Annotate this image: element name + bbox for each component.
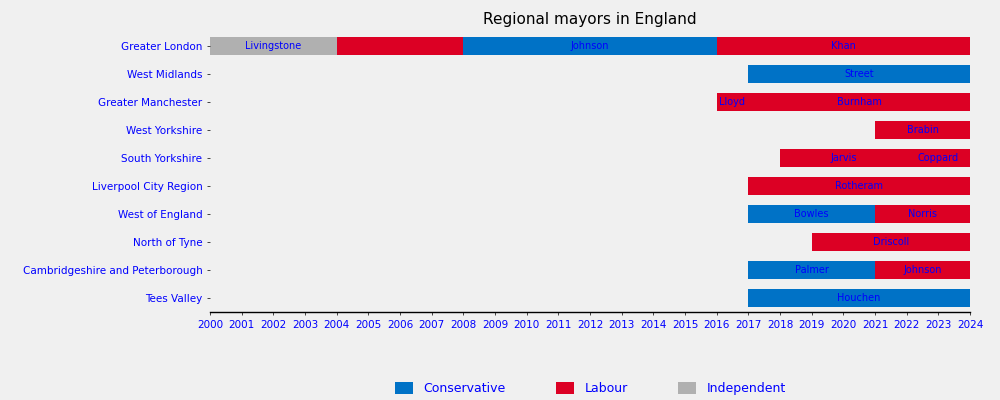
Text: Bowles: Bowles (794, 209, 829, 219)
Bar (875, 261, 970, 279)
Text: Coppard: Coppard (918, 153, 959, 163)
Title: Regional mayors in England: Regional mayors in England (483, 12, 697, 27)
Text: Johnson: Johnson (903, 265, 942, 275)
Bar (748, 205, 875, 223)
Bar (748, 261, 875, 279)
Bar (875, 205, 970, 223)
Bar (337, 37, 463, 55)
Bar (717, 37, 970, 55)
Bar (812, 233, 970, 251)
Bar (748, 65, 970, 83)
Bar (748, 93, 970, 111)
Text: Lloyd: Lloyd (720, 97, 746, 107)
Bar (463, 37, 717, 55)
Text: Khan: Khan (831, 41, 856, 51)
Text: Johnson: Johnson (571, 41, 609, 51)
Bar (717, 93, 748, 111)
Bar (780, 149, 907, 167)
Text: Driscoll: Driscoll (873, 237, 909, 247)
Text: Street: Street (844, 69, 874, 79)
Legend: Conservative, Labour, Independent: Conservative, Labour, Independent (394, 382, 786, 395)
Bar (748, 177, 970, 195)
Text: Livingstone: Livingstone (245, 41, 301, 51)
Bar (748, 289, 970, 307)
Text: Houchen: Houchen (837, 293, 881, 303)
Text: Brabin: Brabin (906, 125, 938, 135)
Text: Norris: Norris (908, 209, 937, 219)
Text: Palmer: Palmer (795, 265, 829, 275)
Text: Jarvis: Jarvis (830, 153, 857, 163)
Bar (907, 149, 970, 167)
Text: Rotheram: Rotheram (835, 181, 883, 191)
Bar (210, 37, 337, 55)
Text: Burnham: Burnham (837, 97, 882, 107)
Bar (875, 121, 970, 139)
